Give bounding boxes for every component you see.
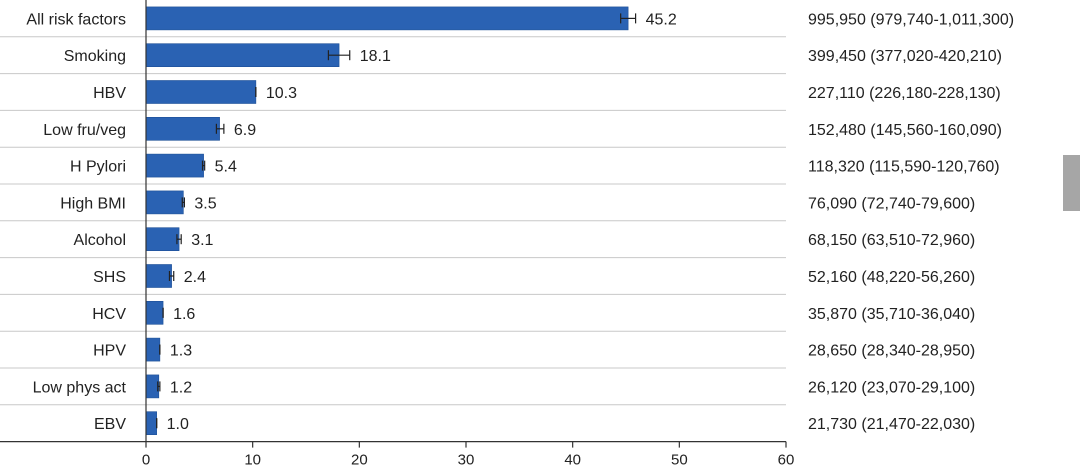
bar (145, 190, 184, 215)
error-bar (620, 13, 637, 24)
x-tick-label: 60 (778, 452, 795, 469)
row-separators (0, 36, 786, 406)
category-label: Low fru/veg (43, 122, 126, 139)
category-label: H Pylori (70, 159, 126, 176)
category-label: All risk factors (26, 11, 126, 28)
count-label: 152,480 (145,560-160,090) (808, 122, 1002, 139)
x-tick-label: 10 (244, 452, 261, 469)
bar (145, 300, 164, 325)
error-bars-group (156, 13, 637, 429)
value-label: 5.4 (215, 159, 237, 176)
count-label: 399,450 (377,020-420,210) (808, 48, 1002, 65)
x-tick-label: 20 (351, 452, 368, 469)
error-bar (327, 50, 351, 61)
value-label: 1.3 (170, 343, 192, 360)
value-label: 1.0 (167, 416, 189, 433)
count-label: 26,120 (23,070-29,100) (808, 379, 975, 396)
error-bar (181, 197, 185, 208)
error-bar (157, 381, 161, 392)
error-bar (176, 234, 182, 245)
bar (145, 153, 204, 178)
count-label: 21,730 (21,470-22,030) (808, 416, 975, 433)
count-label: 995,950 (979,740-1,011,300) (808, 11, 1014, 28)
category-label: HPV (93, 343, 126, 360)
bar (145, 337, 161, 362)
x-tick-label: 30 (458, 452, 475, 469)
bar (145, 117, 220, 141)
value-label: 6.9 (234, 122, 256, 139)
error-bar (215, 123, 225, 134)
category-label: SHS (93, 269, 126, 286)
bar (145, 264, 172, 288)
category-labels-group: All risk factors Smoking HBV Low fru/veg H P… (26, 11, 126, 433)
value-label: 45.2 (646, 11, 677, 28)
count-label: 76,090 (72,740-79,600) (808, 195, 975, 212)
category-label: Alcohol (74, 232, 126, 249)
category-label: Smoking (64, 48, 126, 65)
count-label: 52,160 (48,220-56,260) (808, 269, 975, 286)
error-bar (201, 160, 206, 171)
count-label: 68,150 (63,510-72,960) (808, 232, 975, 249)
category-label: HCV (92, 306, 126, 323)
bar (145, 374, 160, 399)
x-tick-label: 0 (142, 452, 150, 469)
value-label: 3.1 (191, 232, 213, 249)
count-label: 28,650 (28,340-28,950) (808, 343, 975, 360)
category-label: EBV (94, 416, 126, 433)
value-label: 2.4 (184, 269, 206, 286)
bar (145, 411, 157, 436)
x-tick-label: 40 (564, 452, 581, 469)
bars-group (145, 6, 629, 436)
count-labels-group: 995,950 (979,740-1,011,300) 399,450 (377,… (808, 11, 1014, 433)
category-label: HBV (93, 85, 126, 102)
value-label: 10.3 (266, 85, 297, 102)
category-label: Low phys act (33, 379, 127, 396)
value-label: 18.1 (360, 48, 391, 65)
value-labels-group: 45.2 18.1 10.3 6.9 5.4 3.5 3.1 2.4 1.6 1.3 1.2 1.0 (167, 11, 677, 433)
bar (145, 43, 340, 68)
error-bar (168, 271, 175, 281)
bar (145, 6, 629, 31)
x-tick-label: 50 (671, 452, 688, 469)
count-label: 35,870 (35,710-36,040) (808, 306, 975, 323)
count-label: 118,320 (115,590-120,760) (808, 159, 1000, 176)
bar (145, 80, 257, 104)
scrollbar-thumb[interactable] (1063, 155, 1080, 211)
x-axis: 0 10 20 30 40 50 60 (0, 0, 794, 469)
value-label: 1.6 (173, 306, 195, 323)
value-label: 3.5 (194, 195, 216, 212)
count-label: 227,110 (226,180-228,130) (808, 85, 1001, 102)
value-label: 1.2 (170, 379, 192, 396)
category-label: High BMI (60, 195, 126, 212)
bar (145, 227, 180, 251)
